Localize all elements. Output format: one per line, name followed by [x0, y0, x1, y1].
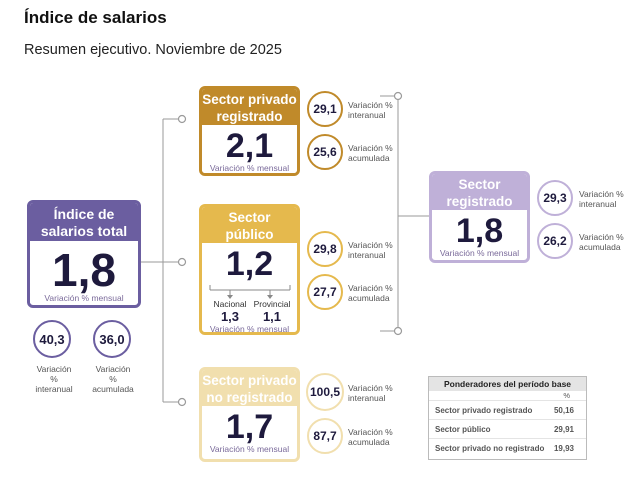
- interannual-variation-circle: 29,1: [307, 91, 343, 127]
- card-header: Índice de salarios total: [30, 203, 138, 241]
- interannual-variation-circle: 40,3: [33, 320, 71, 358]
- monthly-variation-value: 1,2: [225, 245, 274, 283]
- monthly-variation-label: Variación % mensual: [209, 163, 290, 173]
- accumulated-variation-circle: 87,7: [307, 418, 343, 454]
- accumulated-variation-circle: 25,6: [307, 134, 343, 170]
- monthly-variation-value: 1,8: [455, 212, 504, 250]
- card-sector-privado-registrado: Sector privado registrado 2,1 Variación …: [199, 86, 300, 176]
- card-indice-salarios-total: Índice de salarios total 1,8 Variación %…: [27, 200, 141, 308]
- card-title-line-1: Índice de: [53, 206, 115, 222]
- monthly-variation-value: 2,1: [225, 127, 274, 165]
- weights-table-unit: %: [563, 391, 570, 400]
- accumulated-label: Variación % acumulada: [579, 232, 624, 252]
- interannual-variation-circle: 100,5: [306, 373, 344, 411]
- accumulated-label: Variación % acumulada: [348, 143, 393, 163]
- interannual-label: Variación % interanual: [348, 383, 393, 403]
- table-row: Sector público 29,91: [429, 419, 586, 438]
- weights-table: Ponderadores del período base % Sector p…: [428, 376, 587, 460]
- monthly-variation-label: Variación % mensual: [44, 293, 124, 303]
- card-sector-privado-no-registrado: Sector privado no registrado 1,7 Variaci…: [199, 367, 300, 462]
- monthly-variation-label: Variación % mensual: [209, 444, 290, 454]
- page-title: Índice de salarios: [24, 8, 167, 27]
- split-bracket: [209, 285, 291, 299]
- connector-dot: [177, 114, 187, 124]
- row-value: 29,91: [553, 425, 574, 434]
- connector-dot: [177, 397, 187, 407]
- page-subtitle: Resumen ejecutivo. Noviembre de 2025: [24, 42, 282, 58]
- card-header: Sector privado registrado: [202, 89, 297, 125]
- table-row: Sector privado no registrado 19,93: [429, 438, 586, 457]
- card-sector-publico: Sector público 1,2 Nacional 1,3 Provinci…: [199, 204, 300, 335]
- weights-table-title: Ponderadores del período base: [429, 377, 586, 391]
- connector-dot: [177, 257, 187, 267]
- card-title-line-2: salarios total: [40, 223, 128, 239]
- accumulated-label: Variación % acumulada: [92, 364, 134, 394]
- monthly-variation-value: 1,8: [52, 244, 116, 296]
- interannual-label: Variación % interanual: [35, 364, 73, 394]
- accumulated-variation-circle: 36,0: [93, 320, 131, 358]
- interannual-variation-circle: 29,3: [537, 180, 573, 216]
- interannual-label: Variación % interanual: [348, 240, 393, 260]
- card-header: Sector registrado: [432, 174, 527, 210]
- row-label: Sector público: [435, 425, 491, 434]
- interannual-label: Variación % interanual: [579, 189, 624, 209]
- interannual-variation-circle: 29,8: [307, 231, 343, 267]
- monthly-variation-value: 1,7: [225, 408, 274, 446]
- row-value: 19,93: [553, 444, 574, 453]
- card-header: Sector público: [202, 207, 297, 243]
- row-label: Sector privado registrado: [435, 406, 533, 415]
- subvalue-nacional: Nacional 1,3: [213, 299, 247, 324]
- accumulated-variation-circle: 27,7: [307, 274, 343, 310]
- table-row: Sector privado registrado 50,16: [429, 400, 586, 419]
- monthly-variation-label: Variación % mensual: [209, 324, 290, 334]
- connector-dot: [393, 91, 403, 101]
- row-value: 50,16: [553, 406, 574, 415]
- card-header: Sector privado no registrado: [202, 370, 297, 406]
- card-sector-registrado: Sector registrado 1,8 Variación % mensua…: [429, 171, 530, 263]
- accumulated-label: Variación % acumulada: [348, 427, 393, 447]
- row-label: Sector privado no registrado: [435, 444, 545, 453]
- accumulated-variation-circle: 26,2: [537, 223, 573, 259]
- interannual-label: Variación % interanual: [348, 100, 393, 120]
- subvalue-provincial: Provincial 1,1: [253, 299, 291, 324]
- connector-dot: [393, 326, 403, 336]
- monthly-variation-label: Variación % mensual: [439, 248, 520, 258]
- accumulated-label: Variación % acumulada: [348, 283, 393, 303]
